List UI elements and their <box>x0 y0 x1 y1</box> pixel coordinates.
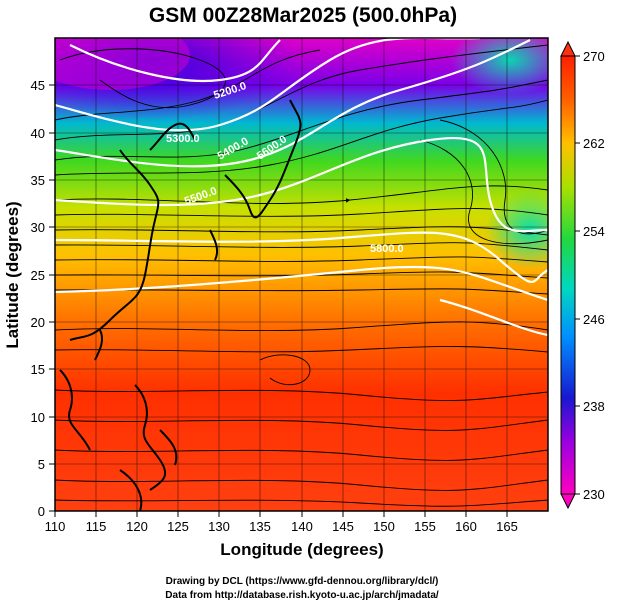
y-tick-label: 30 <box>31 220 45 235</box>
colorbar-bottom-cap <box>560 493 576 510</box>
map-plot: 5200.0 5300.0 5400.0 5500.0 5600.0 5800.… <box>55 38 548 511</box>
map-title: GSM 00Z28Mar2025 (500.0hPa) <box>149 4 457 27</box>
colorbar-tick-label: 270 <box>583 49 605 64</box>
colorbar-tick-label: 246 <box>583 312 605 327</box>
credit-drawing: Drawing by DCL (https://www.gfd-dennou.o… <box>166 576 439 587</box>
cyan-northeast-region <box>450 38 548 95</box>
y-tick-label: 35 <box>31 173 45 188</box>
coastlines <box>59 99 302 511</box>
x-tick-label: 125 <box>167 519 189 534</box>
x-tick-label: 120 <box>126 519 148 534</box>
x-axis-title: Longitude (degrees) <box>220 540 383 559</box>
y-tick-label: 20 <box>31 315 45 330</box>
colorbar: 270 262 254 246 238 230 <box>560 40 605 510</box>
x-tick-label: 145 <box>332 519 354 534</box>
y-tick-label: 10 <box>31 410 45 425</box>
contour-label: 5800.0 <box>370 243 404 255</box>
y-axis: 0 5 10 15 20 25 30 35 40 45 Latitude (de… <box>3 78 55 519</box>
y-axis-title: Latitude (degrees) <box>3 201 22 348</box>
y-tick-label: 45 <box>31 78 45 93</box>
contour-label: 5300.0 <box>166 133 200 145</box>
x-tick-label: 140 <box>291 519 313 534</box>
x-tick-label: 135 <box>249 519 271 534</box>
y-tick-label: 5 <box>38 457 45 472</box>
colorbar-tick-label: 230 <box>583 487 605 502</box>
colorbar-tick-label: 238 <box>583 399 605 414</box>
colorbar-tick-label: 254 <box>583 224 605 239</box>
x-tick-label: 150 <box>373 519 395 534</box>
x-tick-label: 130 <box>208 519 230 534</box>
credit-data-source: Data from http://database.rish.kyoto-u.a… <box>165 590 439 601</box>
cold-core-region <box>55 38 190 90</box>
x-tick-label: 155 <box>414 519 436 534</box>
y-tick-label: 15 <box>31 362 45 377</box>
x-tick-label: 110 <box>45 519 66 534</box>
x-tick-label: 165 <box>496 519 518 534</box>
y-tick-label: 0 <box>38 504 45 519</box>
colorbar-top-cap <box>560 40 576 57</box>
y-tick-label: 40 <box>31 126 45 141</box>
x-tick-label: 160 <box>455 519 477 534</box>
x-tick-label: 115 <box>86 519 107 534</box>
y-tick-label: 25 <box>31 268 45 283</box>
colorbar-tick-label: 262 <box>583 136 605 151</box>
x-axis: 110 115 120 125 130 135 140 145 150 155 … <box>45 511 518 559</box>
colorbar-body <box>560 55 576 495</box>
